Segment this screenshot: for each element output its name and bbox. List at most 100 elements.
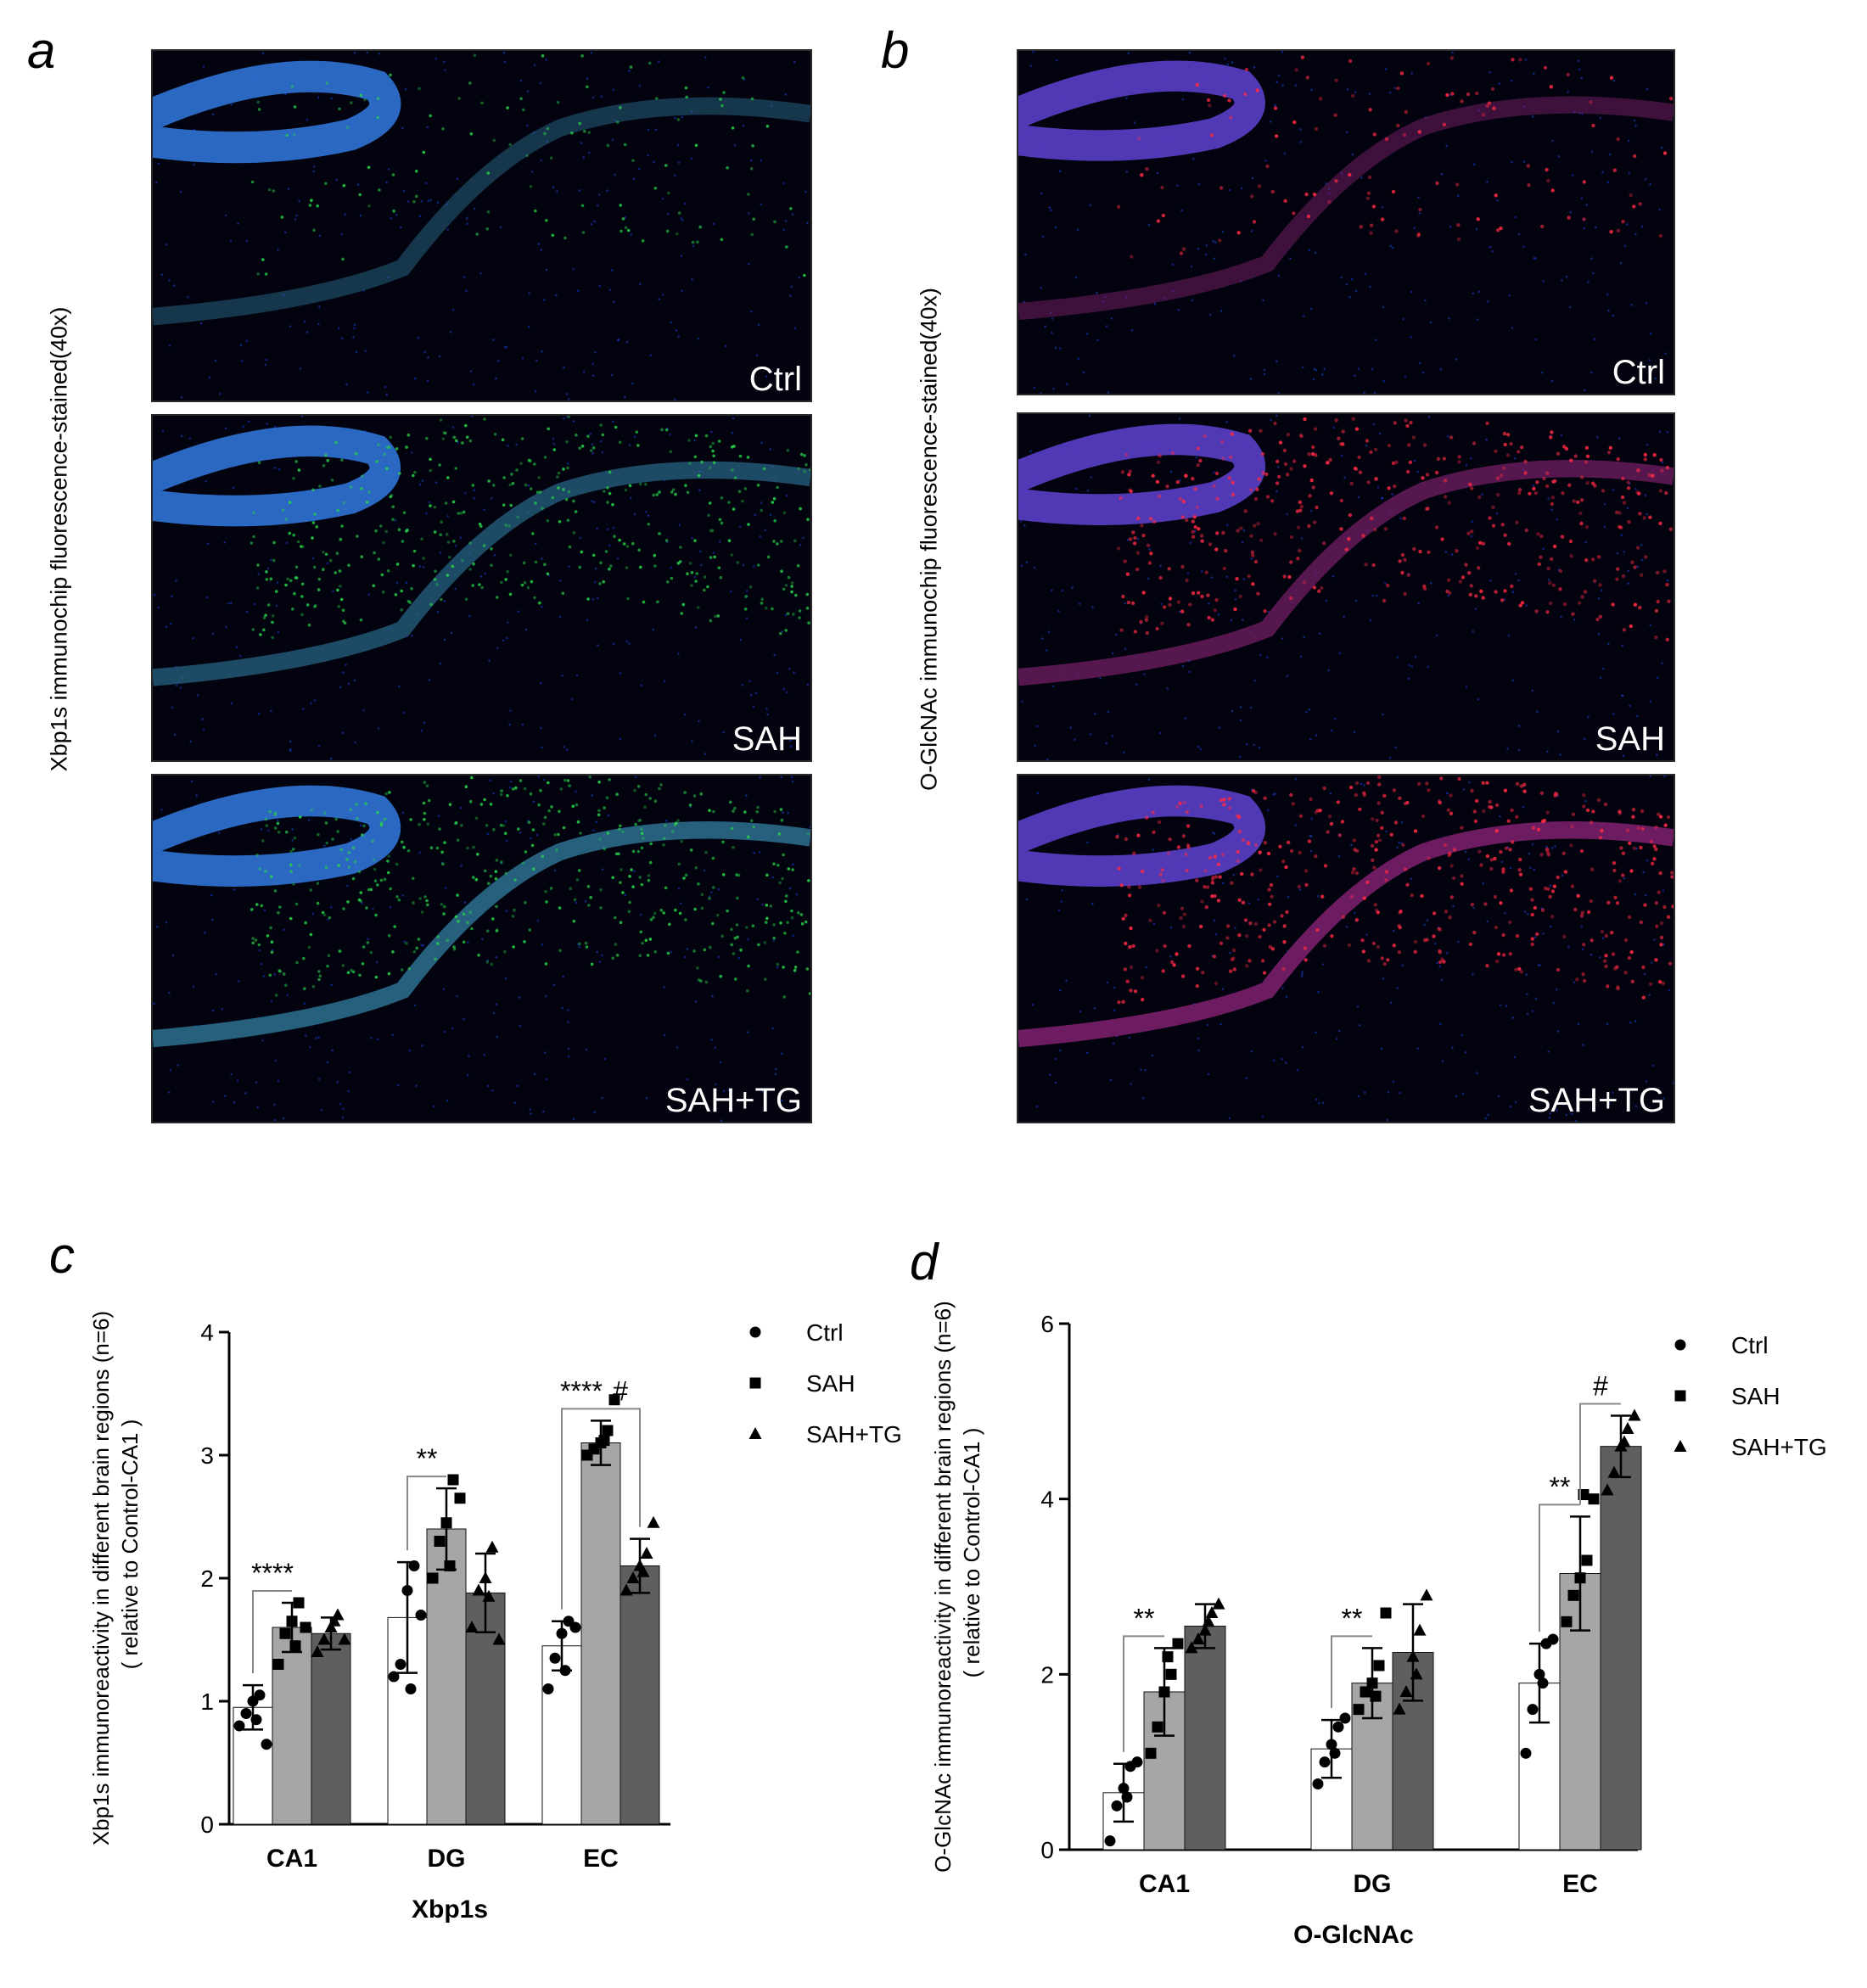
tissue-image: [1018, 414, 1674, 760]
data-point: [1172, 1638, 1184, 1649]
y-tick-label: 4: [200, 1319, 214, 1346]
data-point: [272, 1659, 284, 1670]
data-point: [1319, 1756, 1331, 1768]
data-point: [647, 1515, 660, 1528]
y-axis-label-sub: ( relative to Control-CA1 ): [117, 1420, 143, 1670]
granule-layer-lower: [153, 821, 810, 1048]
data-point: [1370, 1690, 1382, 1702]
data-point: [415, 1610, 427, 1621]
data-point: [1326, 1739, 1337, 1750]
data-point: [338, 1632, 351, 1645]
data-point: [1104, 1835, 1116, 1847]
category-label: DG: [428, 1845, 466, 1873]
y-tick-label: 0: [200, 1812, 214, 1838]
data-point: [1373, 1660, 1385, 1672]
granule-layer-lower: [153, 97, 810, 326]
granule-layer-upper: [1018, 785, 1266, 887]
data-point: [233, 1720, 245, 1732]
image-label: SAH+TG: [1528, 1082, 1665, 1119]
data-point: [549, 1652, 561, 1664]
bar: [620, 1565, 660, 1825]
data-point: [1607, 1465, 1621, 1478]
data-point: [1121, 1791, 1133, 1803]
data-point: [608, 1394, 620, 1406]
data-point: [240, 1708, 252, 1719]
data-point: [1621, 1422, 1634, 1434]
data-point: [405, 1683, 417, 1694]
tissue-image: [1018, 51, 1674, 394]
legend-label: SAH: [806, 1370, 855, 1397]
data-point: [440, 1517, 452, 1529]
data-point: [1165, 1668, 1177, 1680]
data-point: [556, 1627, 568, 1639]
data-point: [1574, 1572, 1586, 1584]
y-tick-label: 2: [1040, 1661, 1054, 1688]
data-point: [289, 1640, 301, 1652]
data-point: [636, 1565, 650, 1577]
data-point: [1158, 1686, 1170, 1698]
y-tick-label: 4: [1040, 1487, 1054, 1513]
data-point: [408, 1560, 420, 1571]
image-label: Ctrl: [1612, 354, 1665, 391]
data-point: [395, 1659, 406, 1670]
image-label: SAH: [732, 720, 802, 758]
bar: [272, 1627, 312, 1825]
data-point: [261, 1739, 272, 1750]
y-axis-label: Xbp1s immunoreactivity in different brai…: [88, 1311, 114, 1845]
chart-d: 0 2 4 6 O-GlcNAc immunoreactivity in differe…: [930, 1171, 1867, 1984]
legend-label: SAH: [1731, 1383, 1780, 1409]
data-point: [324, 1621, 338, 1632]
micrograph-b-ctrl: Ctrl: [1017, 49, 1675, 395]
significance-bracket: [1123, 1635, 1164, 1752]
significance-bracket: [1331, 1635, 1372, 1709]
significance-label: #: [1593, 1371, 1608, 1402]
data-point: [300, 1621, 311, 1633]
panel-a-ylabel: Xbp1s immunochip fluorescence-stained(40…: [46, 306, 72, 772]
granule-layer-lower: [153, 461, 810, 686]
data-point: [1329, 1747, 1341, 1759]
data-point: [401, 1585, 413, 1596]
data-point: [328, 1614, 341, 1627]
legend-marker: [1674, 1339, 1686, 1351]
data-point: [626, 1571, 640, 1583]
granule-layer-lower: [1018, 96, 1674, 321]
category-label: CA1: [1139, 1870, 1190, 1898]
granule-layer-lower: [1018, 460, 1674, 686]
data-point: [482, 1589, 496, 1602]
bar: [1600, 1446, 1642, 1851]
significance-label: **: [1550, 1471, 1571, 1502]
data-point: [286, 1616, 298, 1627]
data-point: [1618, 1435, 1631, 1448]
data-point: [434, 1536, 446, 1547]
panel-letter-b: b: [881, 22, 910, 79]
data-point: [598, 1435, 610, 1447]
panel-letter-d: d: [910, 1234, 939, 1291]
tissue-image: [153, 416, 810, 760]
data-point: [1353, 1704, 1365, 1716]
micrograph-b-sahtg: SAH+TG: [1017, 774, 1675, 1123]
data-point: [1588, 1493, 1600, 1505]
data-point: [1413, 1623, 1427, 1636]
chart-c: 0 1 2 3 4 Xbp1s immunoreactivity in different…: [85, 1171, 934, 1977]
significance-label: ****: [560, 1375, 603, 1406]
data-point: [1547, 1633, 1559, 1645]
data-point: [279, 1627, 291, 1639]
data-point: [479, 1571, 492, 1583]
data-point: [1131, 1756, 1143, 1768]
category-label: DG: [1354, 1870, 1392, 1898]
data-point: [1360, 1686, 1371, 1698]
significance-bracket: [1579, 1403, 1621, 1505]
chart-c-svg: 0 1 2 3 4 Xbp1s immunoreactivity in different…: [88, 1311, 902, 1924]
panel-letter-c: c: [49, 1227, 75, 1284]
data-point: [1601, 1483, 1614, 1496]
granule-layer-upper: [153, 60, 401, 164]
legend-label: SAH+TG: [1731, 1434, 1827, 1460]
data-point: [1191, 1632, 1205, 1644]
y-tick-label: 3: [200, 1442, 214, 1469]
significance-label: **: [1134, 1603, 1155, 1633]
granule-layer-lower: [1018, 821, 1674, 1048]
y-tick-label: 6: [1040, 1311, 1054, 1337]
legend-marker: [1674, 1390, 1686, 1402]
data-point: [485, 1540, 499, 1553]
significance-bracket: [252, 1590, 292, 1674]
